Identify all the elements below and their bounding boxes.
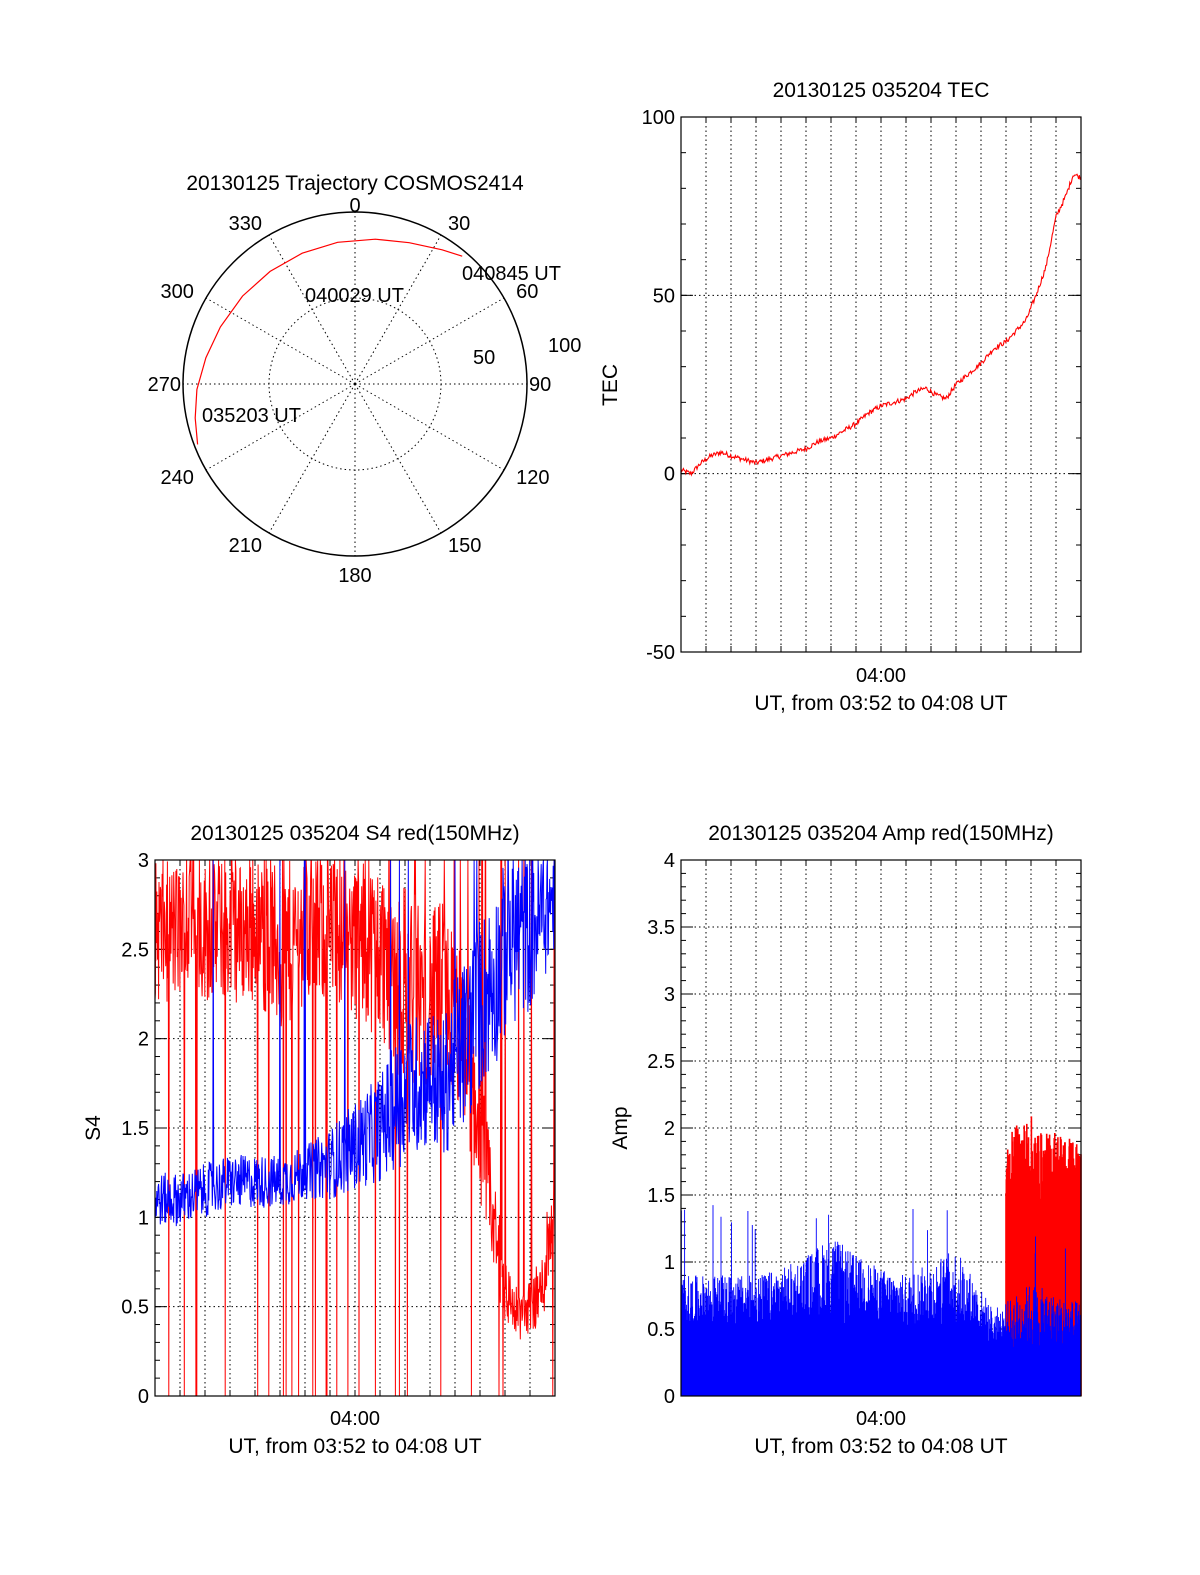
amp-title: 20130125 035204 Amp red(150MHz) bbox=[708, 822, 1054, 845]
s4-ytick-label: 2 bbox=[138, 1029, 149, 1051]
tec-xtick-0400: 04:00 bbox=[856, 665, 906, 687]
s4-ytick-label: 0 bbox=[138, 1386, 149, 1408]
s4-title: 20130125 035204 S4 red(150MHz) bbox=[190, 822, 519, 845]
polar-angle-label-210: 210 bbox=[229, 535, 262, 557]
amp-ytick-label: 1 bbox=[664, 1252, 675, 1274]
amp-ytick-label: 0 bbox=[664, 1386, 675, 1408]
s4-ytick-label: 2.5 bbox=[121, 939, 149, 961]
amp-ylabel: Amp bbox=[609, 1106, 632, 1149]
polar-angle-label-270: 270 bbox=[148, 374, 181, 396]
s4-series-blue bbox=[155, 860, 555, 1227]
tec-chart: 20130125 035204 TEC TEC UT, from 03:52 t… bbox=[599, 79, 1082, 715]
polar-radial-label-100: 100 bbox=[548, 335, 581, 357]
amp-xtick-0400: 04:00 bbox=[856, 1408, 906, 1430]
amp-plot-frame bbox=[680, 859, 1082, 1397]
s4-ytick-label: 1.5 bbox=[121, 1118, 149, 1140]
trajectory-annotation-040845-UT: 040845 UT bbox=[462, 263, 561, 285]
polar-spoke-210 bbox=[268, 383, 356, 534]
tec-xlabel: UT, from 03:52 to 04:08 UT bbox=[754, 692, 1007, 715]
polar-angle-label-90: 90 bbox=[529, 374, 551, 396]
amp-chart: 20130125 035204 Amp red(150MHz) Amp UT, … bbox=[609, 822, 1082, 1458]
polar-angle-label-60: 60 bbox=[516, 281, 538, 303]
trajectory-polar-chart: 20130125 Trajectory COSMOS2414 0 30 60 90 12… bbox=[148, 172, 582, 587]
amp-ytick-label: 3 bbox=[664, 984, 675, 1006]
tec-title: 20130125 035204 TEC bbox=[773, 79, 990, 102]
polar-angle-label-120: 120 bbox=[516, 467, 549, 489]
polar-angle-label-180: 180 bbox=[338, 565, 371, 587]
tec-ylabel: TEC bbox=[599, 364, 622, 406]
polar-spoke-330 bbox=[268, 234, 356, 385]
s4-ytick-label: 3 bbox=[138, 850, 149, 872]
s4-xlabel: UT, from 03:52 to 04:08 UT bbox=[228, 1435, 481, 1458]
amp-ytick-label: 1.5 bbox=[647, 1185, 675, 1207]
amp-xlabel: UT, from 03:52 to 04:08 UT bbox=[754, 1435, 1007, 1458]
polar-spoke-300 bbox=[205, 297, 356, 385]
polar-grid bbox=[182, 211, 528, 557]
polar-angle-label-150: 150 bbox=[448, 535, 481, 557]
polar-spoke-60 bbox=[354, 297, 505, 385]
polar-spoke-150 bbox=[354, 383, 442, 534]
polar-spoke-30 bbox=[354, 234, 442, 385]
tec-ytick-label: -50 bbox=[646, 642, 675, 664]
polar-angle-label-330: 330 bbox=[229, 213, 262, 235]
amp-ytick-label: 2.5 bbox=[647, 1051, 675, 1073]
polar-angle-label-240: 240 bbox=[161, 467, 194, 489]
tec-plot-frame bbox=[680, 116, 1082, 653]
tec-ytick-label: 50 bbox=[653, 285, 675, 307]
polar-radial-labels: 50 100 bbox=[473, 335, 581, 369]
trajectory-track bbox=[194, 238, 463, 445]
polar-spoke-120 bbox=[354, 383, 505, 471]
polar-spoke-240 bbox=[205, 383, 356, 471]
amp-ytick-label: 4 bbox=[664, 850, 675, 872]
trajectory-annotation-040029-UT: 040029 UT bbox=[305, 285, 404, 307]
polar-angle-label-0: 0 bbox=[349, 195, 360, 217]
tec-ytick-label: 0 bbox=[664, 464, 675, 486]
s4-ytick-label: 0.5 bbox=[121, 1297, 149, 1319]
amp-ytick-label: 3.5 bbox=[647, 917, 675, 939]
polar-radial-label-50: 50 bbox=[473, 347, 495, 369]
s4-ytick-label: 1 bbox=[138, 1207, 149, 1229]
s4-xtick-0400: 04:00 bbox=[330, 1408, 380, 1430]
amp-series-red bbox=[1005, 1116, 1082, 1396]
amp-ytick-label: 2 bbox=[664, 1118, 675, 1140]
trajectory-annotations: 035203 UT 040029 UT 040845 UT bbox=[202, 263, 561, 427]
polar-angle-label-300: 300 bbox=[161, 281, 194, 303]
s4-chart: 20130125 035204 S4 red(150MHz) S4 UT, fr… bbox=[82, 822, 556, 1458]
tec-ytick-label: 100 bbox=[642, 107, 675, 129]
trajectory-annotation-035203-UT: 035203 UT bbox=[202, 405, 301, 427]
tec-series-line bbox=[680, 173, 1082, 477]
trajectory-line bbox=[194, 238, 463, 445]
polar-angle-label-30: 30 bbox=[448, 213, 470, 235]
s4-series-red bbox=[155, 860, 555, 1396]
polar-angle-labels: 0 30 60 90 120 150 180 210 240 270 300 330 bbox=[148, 195, 552, 587]
amp-ytick-label: 0.5 bbox=[647, 1319, 675, 1341]
s4-plot-frame bbox=[154, 859, 556, 1397]
s4-ylabel: S4 bbox=[82, 1115, 105, 1141]
trajectory-title: 20130125 Trajectory COSMOS2414 bbox=[186, 172, 524, 195]
